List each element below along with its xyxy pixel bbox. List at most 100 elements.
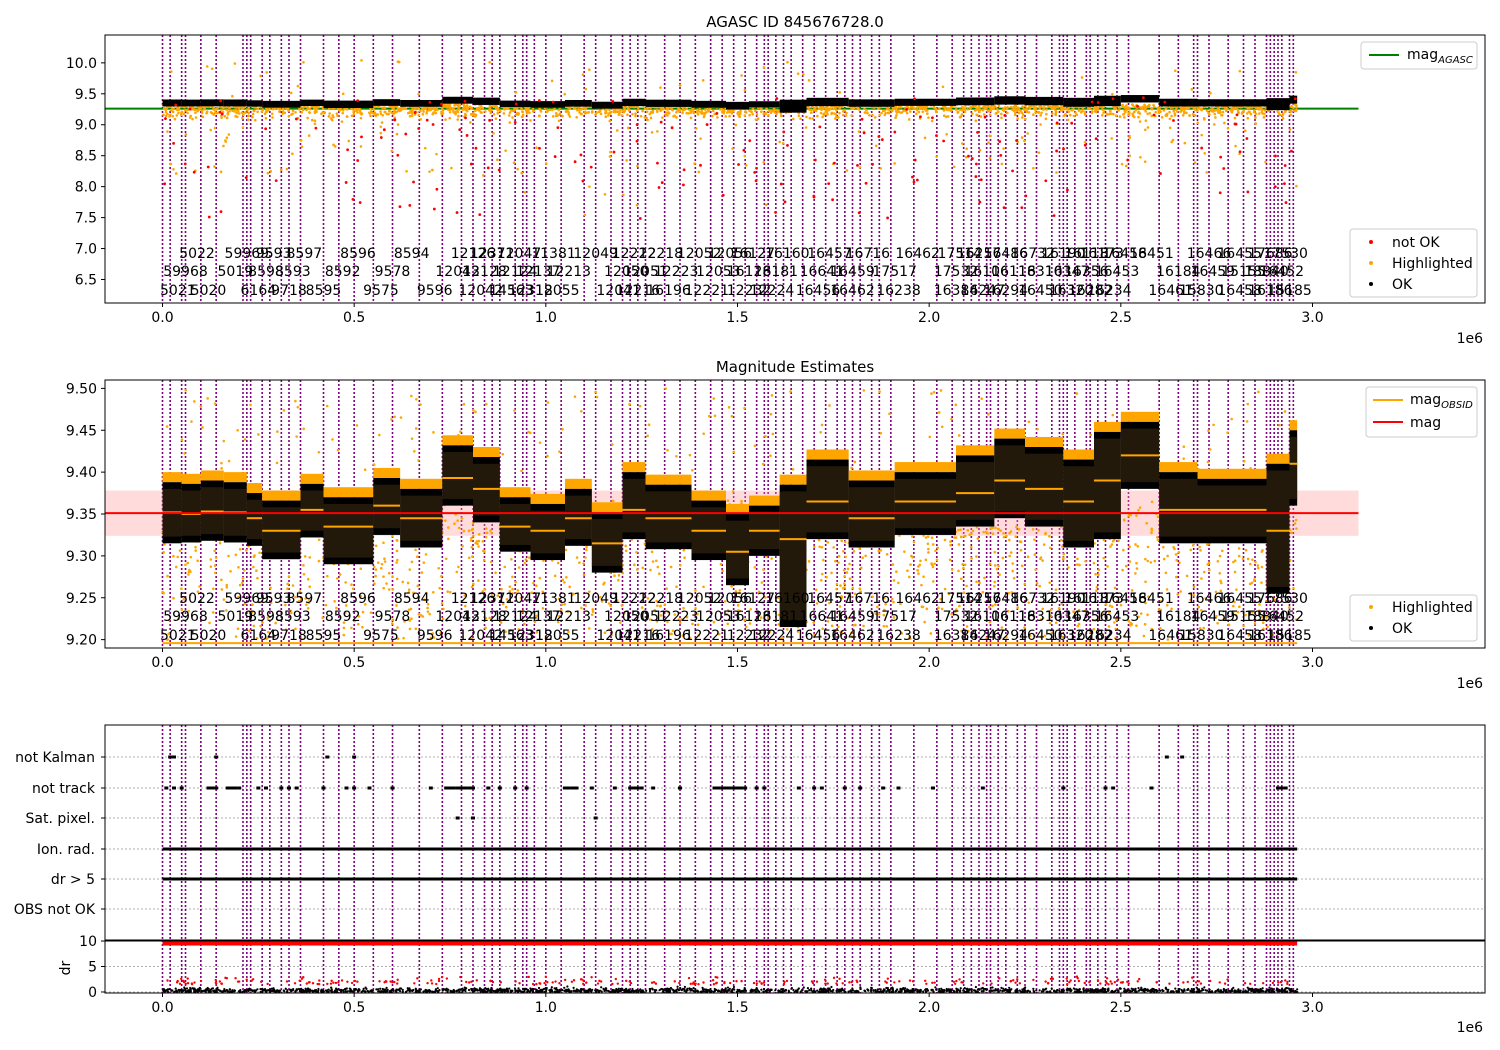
not-ok-point [314, 126, 318, 130]
not-ok-point [1052, 214, 1056, 218]
highlighted-point [874, 144, 878, 148]
highlighted-point [507, 114, 511, 117]
obsid-label: 12041 [596, 283, 641, 299]
highlighted-point [1020, 564, 1024, 568]
ok-point-band [591, 101, 623, 109]
highlighted-point [926, 542, 930, 546]
highlighted-point [302, 564, 305, 567]
highlighted-point [945, 115, 948, 119]
highlighted-point [751, 112, 755, 116]
highlighted-point [595, 111, 598, 114]
ok-point-band [442, 96, 473, 104]
highlighted-point [921, 110, 925, 114]
highlighted-point [1025, 110, 1029, 114]
not-ok-point [919, 115, 922, 119]
highlighted-point [900, 111, 904, 114]
obsid-highlight-cap [1197, 468, 1267, 479]
flag-point [651, 786, 656, 790]
ok-point-band [181, 99, 201, 107]
highlighted-point [1146, 559, 1150, 563]
highlighted-point [211, 587, 215, 591]
flag-point [179, 786, 184, 790]
highlighted-point [422, 561, 426, 564]
highlighted-point [667, 111, 670, 114]
highlighted-point [444, 118, 447, 121]
highlighted-point [184, 563, 187, 567]
obsid-label: 16238 [876, 628, 921, 644]
highlighted-point [994, 112, 998, 115]
highlighted-point [1122, 548, 1125, 552]
highlighted-point [1135, 514, 1138, 517]
highlighted-point [511, 587, 514, 591]
highlighted-point [979, 108, 982, 111]
magnitude-xtick-label: 1.5 [726, 655, 748, 671]
highlighted-point [983, 576, 986, 580]
highlighted-point [237, 565, 240, 569]
highlighted-point [162, 106, 166, 110]
highlighted-point [620, 604, 624, 607]
highlighted-point [848, 577, 852, 580]
flag-point [444, 786, 449, 790]
highlighted-point [1076, 557, 1079, 561]
flag-point [1283, 786, 1288, 790]
highlighted-point [923, 620, 926, 624]
highlighted-point [892, 600, 895, 604]
highlighted-point [1102, 538, 1106, 542]
highlighted-point [1118, 115, 1122, 118]
highlighted-point [467, 556, 471, 560]
highlighted-point [313, 119, 317, 123]
highlighted-point [1012, 576, 1016, 580]
highlighted-point [1042, 106, 1046, 109]
highlighted-point [627, 126, 630, 130]
highlighted-point [966, 108, 969, 111]
highlighted-point [1185, 107, 1189, 110]
highlighted-point [187, 573, 190, 576]
obsid-label: 12318 [508, 283, 553, 299]
flag-point [1061, 786, 1066, 790]
highlighted-point [1051, 112, 1054, 115]
highlighted-point [924, 108, 928, 111]
highlighted-point [1079, 110, 1083, 114]
highlighted-point [1148, 111, 1152, 115]
highlighted-point [1170, 607, 1173, 611]
highlighted-point [959, 528, 962, 532]
flag-point [214, 786, 219, 790]
highlighted-point [711, 114, 714, 118]
highlighted-point [1200, 577, 1203, 580]
flag-point [352, 786, 357, 790]
highlighted-point [472, 534, 475, 538]
highlighted-point [840, 539, 844, 543]
not-ok-point [1083, 143, 1087, 147]
highlighted-point [568, 115, 572, 118]
not-ok-point [264, 127, 268, 131]
highlighted-point [730, 112, 734, 115]
highlighted-point [1125, 106, 1129, 109]
highlighted-point [410, 437, 414, 440]
highlighted-point [564, 110, 568, 113]
highlighted-point [356, 108, 359, 112]
highlighted-point [200, 109, 204, 113]
highlighted-point [829, 107, 833, 111]
not-ok-point [408, 204, 412, 207]
highlighted-point [1215, 108, 1219, 112]
highlighted-point [387, 571, 391, 575]
highlighted-point [992, 104, 996, 108]
highlighted-point [1055, 171, 1058, 174]
flag-point [724, 786, 728, 790]
obsid-label: 12213 [547, 264, 592, 280]
highlighted-point [769, 412, 773, 416]
highlighted-point [1186, 636, 1190, 640]
highlighted-point [419, 403, 422, 406]
highlighted-point [1128, 545, 1131, 549]
highlighted-point [711, 109, 715, 113]
obsid-label: 9596 [417, 628, 453, 644]
highlighted-point [993, 550, 997, 554]
highlighted-point [360, 59, 363, 62]
highlighted-point [666, 620, 669, 624]
highlighted-point [1218, 571, 1222, 575]
highlighted-point [374, 114, 378, 118]
not-ok-point [1235, 113, 1239, 117]
highlighted-point [656, 565, 660, 569]
highlighted-point [612, 110, 616, 114]
flag-point [325, 755, 330, 759]
